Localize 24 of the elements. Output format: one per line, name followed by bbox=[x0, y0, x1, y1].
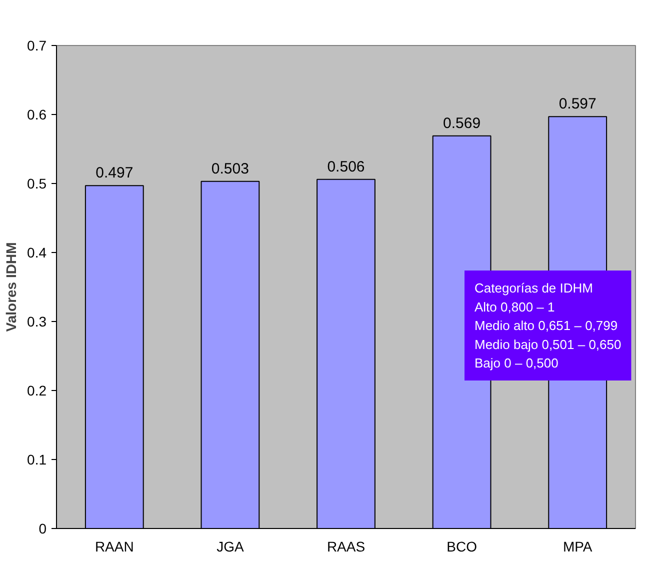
x-tick-label: RAAN bbox=[94, 538, 134, 554]
x-tick-label: JGA bbox=[216, 538, 244, 554]
y-tick-label: 0.1 bbox=[27, 452, 47, 468]
data-label: 0.497 bbox=[96, 164, 134, 182]
x-tick-label: BCO bbox=[446, 538, 478, 554]
annotation: Medio bajo 0,501 – 0,650 bbox=[474, 336, 622, 352]
y-tick-label: 0.5 bbox=[27, 176, 47, 192]
data-label: 0.597 bbox=[558, 96, 596, 113]
data-label: 0.569 bbox=[443, 114, 481, 132]
annotation: Medio alto 0,651 – 0,799 bbox=[474, 318, 618, 333]
y-tick-label: 0.4 bbox=[27, 244, 47, 260]
data-label: 0.503 bbox=[211, 160, 249, 178]
data-label: 0.506 bbox=[327, 158, 365, 176]
annotation: Bajo 0 – 0,500 bbox=[474, 356, 558, 370]
y-tick-label: 0.2 bbox=[27, 382, 47, 398]
x-tick-label: RAAS bbox=[326, 538, 366, 554]
y-tick-label: 0.7 bbox=[27, 38, 47, 54]
annotation: Alto 0,800 – 1 bbox=[474, 299, 555, 314]
x-tick-label: MPA bbox=[562, 538, 593, 554]
y-axis-title: Valores IDHM bbox=[3, 242, 20, 332]
y-tick-label: 0.6 bbox=[27, 106, 47, 122]
y-tick-label: 0.3 bbox=[27, 314, 47, 330]
y-tick-label: 0 bbox=[38, 520, 47, 536]
annotation: Categorías de IDHM bbox=[474, 280, 593, 296]
